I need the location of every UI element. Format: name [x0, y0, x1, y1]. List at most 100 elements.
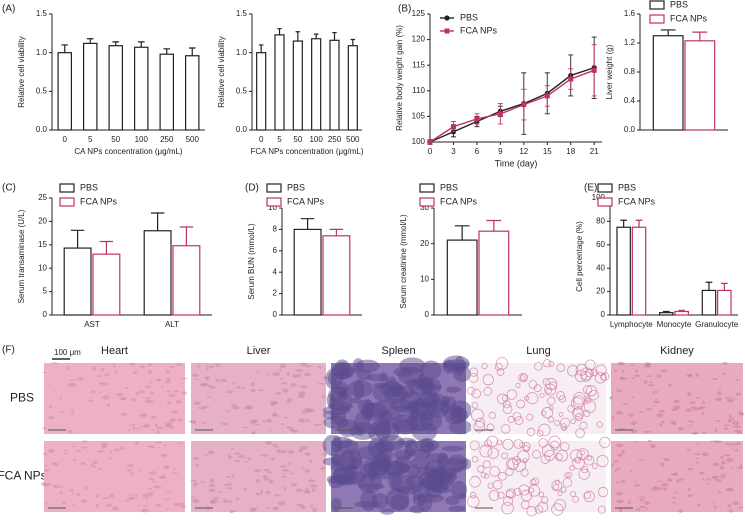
tissue-texture: [53, 391, 57, 393]
tissue-texture: [482, 374, 494, 386]
tissue-texture: [615, 467, 622, 470]
tissue-texture: [190, 495, 194, 498]
tissue-texture: [99, 381, 104, 385]
error-bar: [150, 212, 165, 231]
tissue-texture: [674, 491, 679, 494]
tissue-texture: [266, 471, 274, 474]
tissue-texture: [96, 375, 103, 378]
x-tick-label: 50: [111, 135, 120, 144]
tissue-texture: [355, 359, 380, 373]
tissue-texture: [281, 475, 287, 478]
tissue-texture: [110, 450, 113, 454]
tissue-texture: [596, 421, 603, 428]
tissue-texture: [599, 436, 611, 448]
tissue-texture: [171, 468, 178, 470]
tissue-texture: [138, 390, 145, 394]
tissue-texture: [444, 405, 466, 425]
tissue-texture: [656, 374, 662, 379]
tissue-texture: [47, 449, 55, 454]
tissue-texture: [579, 421, 588, 430]
tissue-texture: [687, 487, 691, 492]
tissue-texture: [168, 393, 176, 398]
tissue-texture: [538, 491, 545, 498]
y-tick-label: 8: [273, 225, 278, 234]
y-axis-label: Cell percentage (%): [575, 221, 584, 292]
tissue-texture: [166, 377, 171, 382]
tissue-texture: [731, 447, 734, 449]
tissue-texture: [181, 391, 188, 395]
point-marker: [544, 93, 550, 99]
error-bar: [99, 240, 114, 255]
tissue-texture: [615, 443, 624, 448]
tissue-texture: [267, 429, 272, 432]
tissue-texture: [200, 481, 205, 484]
tissue-texture: [51, 461, 57, 465]
tissue-texture: [564, 472, 570, 479]
tissue-texture: [648, 381, 653, 384]
tissue-texture: [516, 399, 526, 409]
tissue-texture: [156, 426, 164, 430]
tissue-texture: [668, 383, 672, 388]
tissue-texture: [561, 426, 567, 432]
tissue-texture: [724, 397, 732, 400]
tissue-image: [471, 441, 606, 512]
tissue-texture: [140, 414, 146, 416]
tissue-texture: [696, 396, 700, 399]
error-bar: [86, 38, 94, 44]
tissue-texture: [526, 506, 537, 517]
tissue-texture: [145, 396, 152, 399]
tissue-texture: [596, 454, 609, 468]
tissue-texture: [254, 469, 262, 473]
bar: [256, 52, 267, 131]
tissue-texture: [295, 488, 304, 493]
tissue-texture: [148, 477, 155, 481]
tissue-texture: [137, 505, 141, 507]
tissue-texture: [713, 476, 717, 480]
tissue-texture: [256, 370, 259, 373]
tissue-texture: [276, 449, 281, 453]
tissue-texture: [454, 355, 465, 376]
tissue-texture: [467, 495, 480, 508]
legend-swatch: [649, 0, 665, 10]
tissue-texture: [357, 473, 383, 494]
tissue-texture: [300, 412, 308, 414]
tissue-texture: [160, 476, 164, 479]
x-tick-label: 5: [88, 135, 93, 144]
tissue-texture: [297, 394, 305, 398]
tissue-texture: [193, 482, 198, 487]
tissue-texture: [129, 424, 137, 426]
tissue-texture: [74, 449, 82, 452]
tissue-texture: [534, 362, 543, 371]
tissue-texture: [247, 456, 251, 460]
tissue-texture: [147, 370, 152, 374]
tissue-texture: [661, 420, 665, 424]
tissue-texture: [726, 457, 733, 462]
tissue-texture: [727, 503, 731, 508]
tissue-texture: [481, 363, 488, 370]
tissue-texture: [638, 505, 647, 509]
tissue-texture: [659, 423, 663, 427]
row-label: FCA NPs: [0, 469, 47, 483]
tissue-texture: [108, 457, 113, 460]
tissue-texture: [102, 496, 110, 500]
tissue-texture: [189, 419, 197, 424]
tissue-texture: [226, 390, 234, 394]
tissue-texture: [190, 479, 197, 482]
tissue-texture: [302, 410, 308, 413]
tissue-texture: [195, 378, 199, 381]
tissue-texture: [307, 479, 316, 483]
tissue-texture: [244, 460, 249, 463]
tissue-texture: [171, 410, 178, 414]
bar: [684, 40, 716, 131]
tissue-texture: [566, 471, 573, 478]
tissue-texture: [103, 373, 110, 377]
tissue-texture: [217, 491, 222, 494]
tissue-texture: [228, 455, 232, 460]
tissue-texture: [513, 487, 522, 496]
tissue-texture: [526, 427, 536, 437]
tissue-texture: [287, 450, 295, 455]
tissue-texture: [283, 486, 287, 491]
y-axis-label: Relative body weight gain (%): [395, 25, 404, 131]
tissue-texture: [308, 408, 315, 413]
tissue-texture: [207, 508, 210, 511]
